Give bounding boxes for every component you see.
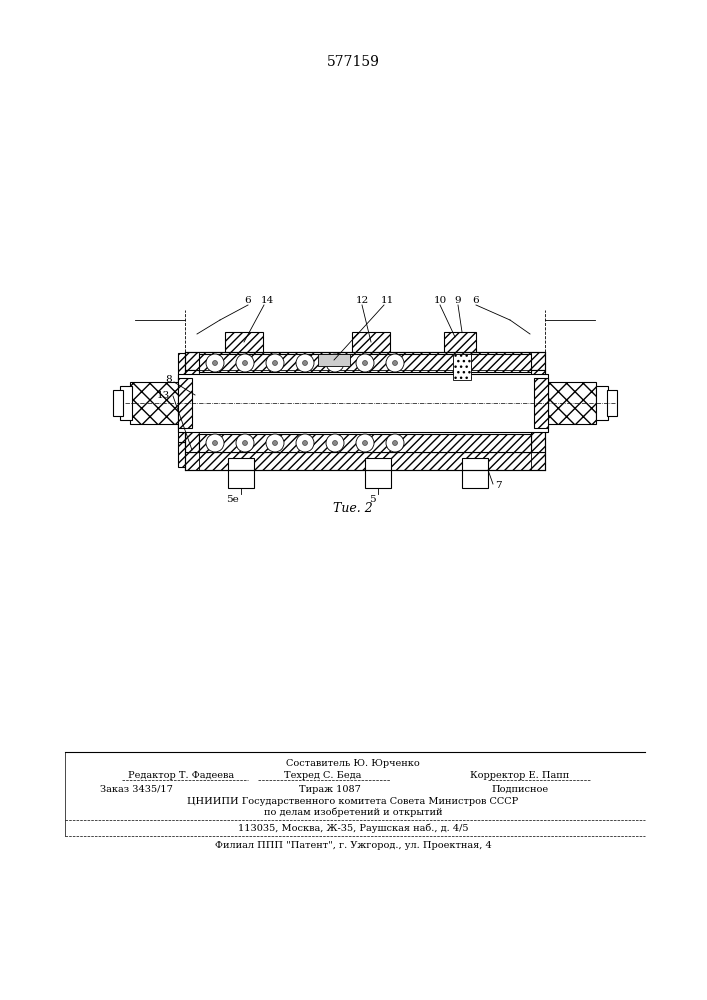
Bar xyxy=(178,378,196,442)
Bar xyxy=(444,332,476,352)
Bar xyxy=(462,458,488,488)
Circle shape xyxy=(206,434,224,452)
Circle shape xyxy=(363,360,368,365)
Circle shape xyxy=(363,440,368,446)
Bar xyxy=(453,354,471,380)
Circle shape xyxy=(296,354,314,372)
Text: 9: 9 xyxy=(455,296,461,305)
Bar xyxy=(548,382,596,424)
Bar xyxy=(178,442,540,467)
Circle shape xyxy=(213,360,218,365)
Circle shape xyxy=(236,354,254,372)
Bar xyxy=(199,434,531,452)
Bar xyxy=(185,452,545,470)
Bar xyxy=(178,378,192,428)
Circle shape xyxy=(303,440,308,446)
Bar xyxy=(185,352,545,370)
Bar xyxy=(178,353,540,378)
Circle shape xyxy=(326,354,344,372)
Circle shape xyxy=(326,434,344,452)
Circle shape xyxy=(236,434,254,452)
Circle shape xyxy=(392,440,397,446)
Bar xyxy=(185,370,199,452)
Bar xyxy=(531,370,545,452)
Bar xyxy=(113,390,123,416)
Text: Корректор Е. Папп: Корректор Е. Папп xyxy=(470,770,570,780)
Text: 6: 6 xyxy=(245,296,251,305)
Bar xyxy=(522,378,540,442)
Text: 12: 12 xyxy=(356,296,368,305)
Circle shape xyxy=(213,440,218,446)
Circle shape xyxy=(272,360,278,365)
Circle shape xyxy=(296,434,314,452)
Circle shape xyxy=(272,440,278,446)
Text: 6: 6 xyxy=(473,296,479,305)
Circle shape xyxy=(266,434,284,452)
Text: Τие. 2: Τие. 2 xyxy=(333,502,373,514)
Bar xyxy=(607,390,617,416)
Bar xyxy=(352,332,390,352)
Text: 113035, Москва, Ж-35, Раушская наб., д. 4/5: 113035, Москва, Ж-35, Раушская наб., д. … xyxy=(238,823,468,833)
Bar xyxy=(596,386,608,420)
Circle shape xyxy=(386,354,404,372)
Bar xyxy=(178,374,548,432)
Circle shape xyxy=(206,354,224,372)
Text: 7: 7 xyxy=(495,482,502,490)
Text: 14: 14 xyxy=(260,296,274,305)
Text: Заказ 3435/17: Заказ 3435/17 xyxy=(100,784,173,794)
Text: 5е: 5е xyxy=(226,495,238,504)
Text: 13: 13 xyxy=(157,391,170,400)
Text: Тираж 1087: Тираж 1087 xyxy=(299,784,361,794)
Bar xyxy=(120,386,132,420)
Bar xyxy=(365,458,391,488)
Bar xyxy=(228,458,254,488)
Text: ЦНИИПИ Государственного комитета Совета Министров СССР: ЦНИИПИ Государственного комитета Совета … xyxy=(187,796,519,806)
Text: 5: 5 xyxy=(368,495,375,504)
Bar xyxy=(199,354,531,372)
Bar xyxy=(318,354,350,366)
Circle shape xyxy=(243,440,247,446)
Text: 8: 8 xyxy=(165,375,172,384)
Circle shape xyxy=(392,360,397,365)
Text: 11: 11 xyxy=(380,296,394,305)
Circle shape xyxy=(386,434,404,452)
Bar xyxy=(120,340,600,470)
Text: по делам изобретений и открытий: по делам изобретений и открытий xyxy=(264,807,443,817)
Text: Редактор Т. Фадеева: Редактор Т. Фадеева xyxy=(128,770,234,780)
Bar xyxy=(225,332,263,352)
Text: Техред С. Беда: Техред С. Беда xyxy=(284,770,362,780)
Text: Подписное: Подписное xyxy=(491,784,549,794)
Bar xyxy=(199,372,531,434)
Circle shape xyxy=(356,354,374,372)
Text: Составитель Ю. Юрченко: Составитель Ю. Юрченко xyxy=(286,758,420,768)
Bar xyxy=(196,378,522,442)
Bar xyxy=(199,370,531,452)
Text: 10: 10 xyxy=(433,296,447,305)
Circle shape xyxy=(243,360,247,365)
Circle shape xyxy=(266,354,284,372)
Text: 577159: 577159 xyxy=(327,55,380,69)
Circle shape xyxy=(332,440,337,446)
Circle shape xyxy=(332,360,337,365)
Text: Филиал ППП "Патент", г. Ужгород., ул. Проектная, 4: Филиал ППП "Патент", г. Ужгород., ул. Пр… xyxy=(215,842,491,850)
Circle shape xyxy=(303,360,308,365)
Bar xyxy=(130,382,178,424)
Bar xyxy=(534,378,548,428)
Circle shape xyxy=(356,434,374,452)
